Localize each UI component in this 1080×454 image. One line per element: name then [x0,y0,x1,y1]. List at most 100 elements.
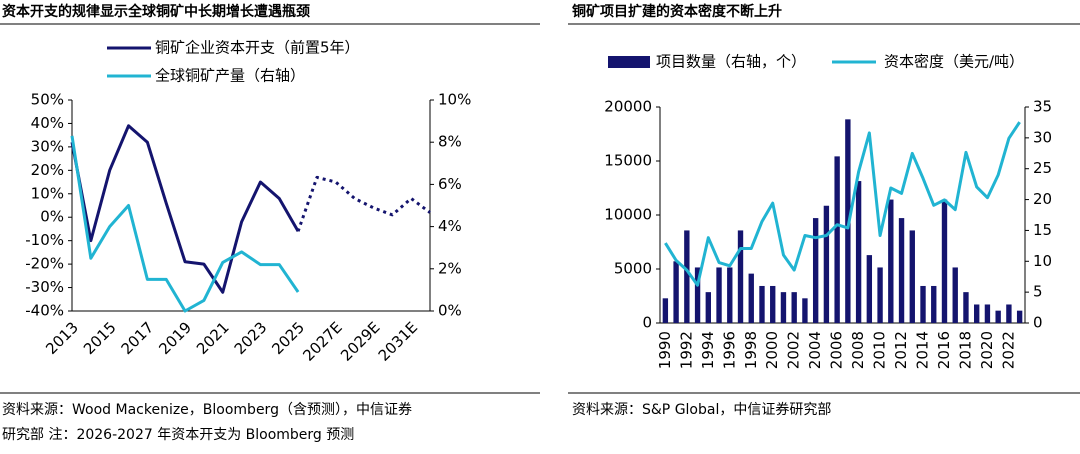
y-tick-label: 20% [31,161,64,179]
x-tick-label: 1998 [742,331,760,369]
bar [888,199,894,323]
y2-tick-label: 35 [1033,98,1052,116]
y-tick-label: 40% [31,114,64,132]
bar [1016,310,1023,323]
chart-title: 资本开支的规律显示全球铜矿中长期增长遭遇瓶颈 [2,3,310,20]
x-tick-label: 2006 [828,331,846,369]
y-tick-label: 20000 [604,98,652,116]
bar [974,304,980,323]
y2-tick-label: 0% [438,302,462,320]
legend-label: 全球铜矿产量（右轴） [155,67,305,85]
bar [909,230,915,323]
source-note: 资料来源：Wood Mackenize，Bloomberg（含预测），中信证券 [2,402,412,418]
y-tick-label: -20% [25,255,64,273]
bar [931,285,937,323]
y2-tick-label: 20 [1033,190,1052,208]
y-tick-label: 0 [642,314,652,332]
legend-label: 项目数量（右轴，个） [656,53,806,71]
y2-tick-label: 2% [438,259,462,277]
bar [673,261,679,323]
x-tick-label: 1990 [656,331,674,369]
y-tick-label: 0% [40,208,64,226]
y2-tick-label: 8% [438,133,462,151]
x-tick-label: 2022 [999,331,1017,369]
source-note: 资料来源：S&P Global，中信证券研究部 [572,402,831,418]
bar [770,285,776,323]
bar [823,205,830,323]
x-tick-label: 2021 [193,318,233,358]
bar [995,310,1001,323]
y-tick-label: 10% [31,184,64,202]
x-tick-label: 2008 [849,331,867,369]
bar [952,267,958,323]
legend-swatch [608,56,650,68]
bar [727,267,733,323]
x-tick-label: 2017 [118,318,158,358]
y-tick-label: 15000 [604,152,652,170]
x-tick-label: 2010 [871,331,889,369]
y-tick-label: -40% [25,302,64,320]
y-tick-label: 30% [31,137,64,155]
x-tick-label: 2015 [80,318,120,358]
bar [684,230,690,323]
bar [834,156,840,323]
x-tick-label: 1992 [677,331,695,369]
source-note: 研究部 注：2026-2027 年资本开支为 Bloomberg 预测 [2,427,354,443]
y2-tick-label: 4% [438,217,462,235]
legend-label: 铜矿企业资本开支（前置5年） [155,39,360,57]
y-tick-label: -30% [25,278,64,296]
y2-tick-label: 0 [1033,314,1043,332]
bar [898,218,905,323]
y-tick-label: 10000 [604,206,652,224]
y2-tick-label: 10% [438,91,471,109]
bar [694,267,701,323]
x-tick-label: 2018 [956,331,974,369]
bar [1006,304,1012,323]
bar [802,298,808,323]
bar [920,285,926,323]
x-tick-label: 2019 [155,318,195,358]
bar [748,273,754,323]
y2-tick-label: 30 [1033,128,1052,146]
x-tick-label: 2031E [375,318,421,364]
bar [716,267,722,323]
bar [780,292,787,323]
bar [866,255,873,323]
bar [705,292,711,323]
y2-tick-label: 5 [1033,283,1043,301]
x-tick-label: 1994 [699,331,717,369]
x-tick-label: 2013 [42,318,82,358]
bar [737,230,744,323]
bar [941,199,948,323]
bar [855,181,862,323]
y-tick-label: 50% [31,91,64,109]
x-tick-label: 2004 [806,331,824,369]
series-line [70,124,300,294]
legend-label: 资本密度（美元/吨） [884,53,1024,71]
x-tick-label: 2012 [892,331,910,369]
bar [984,304,991,323]
x-tick-label: 2029E [337,318,383,364]
series-line [70,135,300,313]
series-line [664,121,1021,287]
x-tick-label: 1996 [720,331,738,369]
y-tick-label: 5000 [614,260,652,278]
series-line [296,175,431,232]
x-tick-label: 2000 [763,331,781,369]
x-tick-label: 2016 [935,331,953,369]
x-tick-label: 2027E [299,318,345,364]
bar [791,292,797,323]
bar [812,218,819,323]
y2-tick-label: 25 [1033,159,1052,177]
y2-tick-label: 10 [1033,252,1052,270]
chart-title: 铜矿项目扩建的资本密度不断上升 [572,3,782,20]
x-tick-label: 2023 [231,318,271,358]
y2-tick-label: 15 [1033,221,1052,239]
y2-tick-label: 6% [438,175,462,193]
bar [963,292,969,323]
x-tick-label: 2020 [978,331,996,369]
x-tick-label: 2014 [914,331,932,369]
bar [759,285,765,323]
bar [662,298,669,323]
x-tick-label: 2002 [785,331,803,369]
